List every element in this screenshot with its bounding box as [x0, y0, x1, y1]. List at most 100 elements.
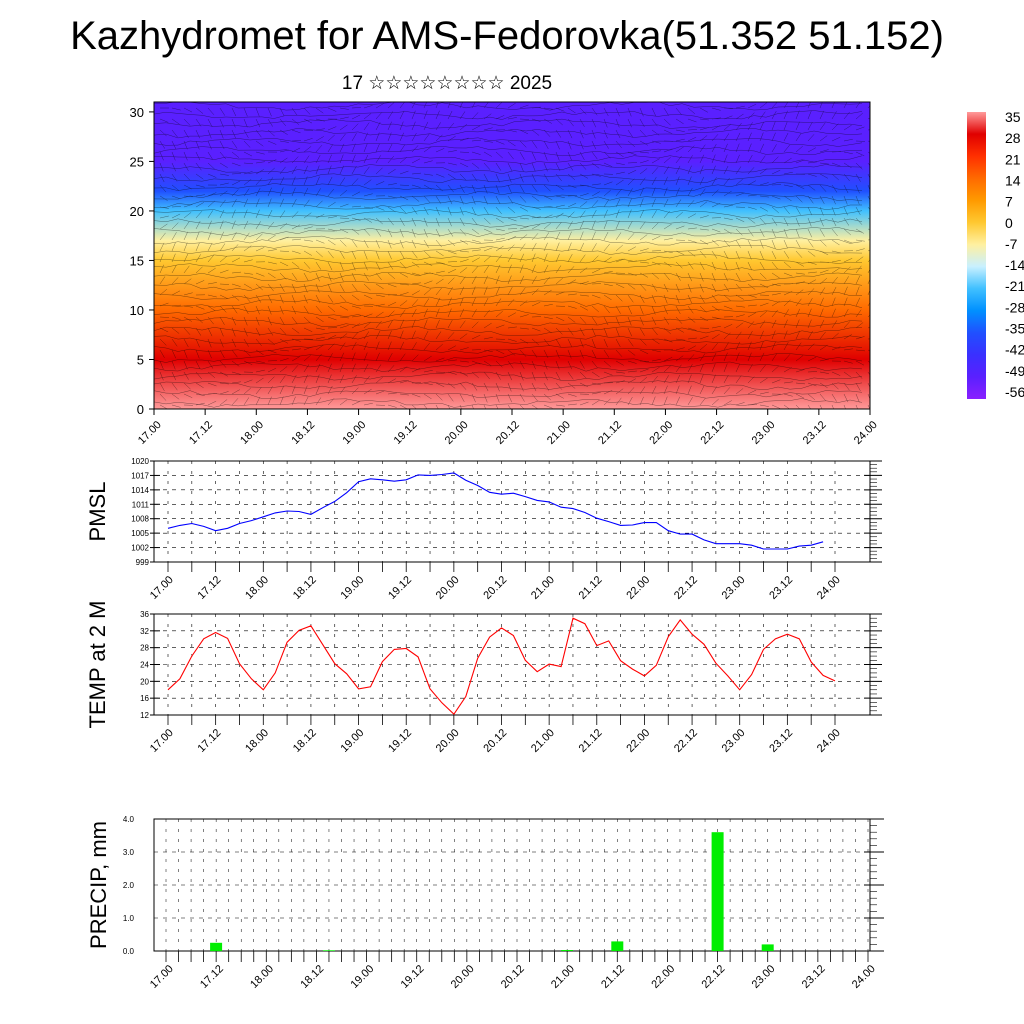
colorbar-label: -28: [1005, 299, 1024, 315]
wind-barb: [675, 129, 685, 132]
wind-barb: [855, 151, 865, 157]
wind-barb: [375, 143, 380, 153]
wind-barb: [375, 112, 383, 120]
wind-barb: [423, 146, 432, 153]
wind-barb: [327, 126, 337, 131]
wind-barb: [867, 117, 870, 120]
x-tick-label: 21.00: [549, 963, 577, 991]
wind-barb: [471, 371, 479, 379]
wind-barb: [867, 349, 870, 351]
wind-barb: [195, 231, 200, 241]
wind-barb: [675, 327, 684, 333]
wind-barb: [735, 294, 744, 300]
wind-barb: [363, 143, 368, 153]
wind-barb: [843, 206, 848, 216]
wind-barb: [639, 386, 646, 395]
wind-barb: [579, 305, 589, 311]
wind-barb: [459, 333, 468, 340]
wind-barb: [303, 155, 310, 164]
wind-barb: [543, 129, 551, 137]
wind-barb: [819, 382, 828, 388]
wind-barb: [351, 250, 357, 260]
y-tick-label: 0.0: [123, 947, 135, 956]
wind-barb: [663, 107, 669, 116]
wind-barb: [267, 305, 272, 315]
wind-barb: [759, 217, 767, 225]
wind-barb: [519, 243, 526, 252]
wind-barb: [771, 132, 776, 142]
wind-barb: [519, 206, 529, 212]
wind-barb: [459, 360, 469, 363]
wind-barb: [819, 297, 824, 307]
wind-barb: [723, 228, 732, 235]
wind-barb: [195, 254, 201, 263]
wind-barb: [435, 173, 445, 178]
wind-barb: [207, 349, 212, 359]
wind-barb: [711, 305, 720, 312]
x-tick-label: 23.00: [720, 727, 748, 755]
wind-barb: [315, 118, 325, 122]
wind-barb: [603, 151, 611, 159]
wind-barb: [327, 202, 336, 208]
wind-barb: [375, 239, 380, 249]
wind-barb: [459, 393, 465, 403]
x-tick-label: 21.00: [529, 727, 557, 755]
wind-barb: [543, 404, 553, 409]
wind-barb: [723, 305, 733, 310]
wind-barb: [447, 345, 457, 351]
wind-barb: [543, 118, 552, 124]
wind-barb: [459, 137, 469, 142]
wind-barb: [159, 289, 168, 296]
streamline: [154, 209, 863, 219]
wind-barb: [711, 189, 719, 197]
wind-barb: [291, 156, 299, 164]
wind-barb: [363, 228, 371, 236]
wind-barb: [291, 365, 299, 373]
wind-barb: [831, 184, 838, 193]
wind-barb: [639, 151, 649, 154]
wind-barb: [807, 393, 816, 400]
wind-barb: [495, 324, 505, 329]
wind-barb: [423, 184, 432, 190]
wind-barb: [783, 217, 789, 227]
wind-barb: [207, 254, 214, 263]
wind-barb: [363, 132, 368, 142]
wind-barb: [759, 261, 765, 270]
wind-barb: [855, 371, 863, 379]
wind-barb: [531, 151, 537, 161]
wind-barb: [843, 276, 849, 285]
colorbar-ramp: [967, 112, 986, 399]
wind-barb: [543, 195, 553, 200]
wind-barb: [231, 316, 237, 326]
wind-barb: [195, 129, 200, 139]
wind-barb: [735, 375, 742, 384]
wind-barb: [783, 291, 793, 296]
wind-barb: [663, 294, 668, 304]
wind-barb: [495, 349, 505, 355]
wind-barb: [507, 140, 516, 147]
wind-barb: [483, 228, 493, 233]
wind-barb: [591, 327, 596, 337]
wind-barb: [279, 338, 289, 344]
wind-barb: [867, 140, 870, 142]
wind-barb: [471, 382, 478, 391]
wind-barb: [291, 198, 297, 208]
wind-barb: [543, 162, 548, 172]
wind-barb: [831, 250, 841, 254]
wind-barb: [207, 294, 217, 298]
wind-barb: [231, 107, 237, 117]
wind-barb: [855, 195, 860, 205]
wind-barb: [255, 369, 265, 373]
wind-barb: [867, 371, 870, 376]
streamline: [154, 127, 863, 139]
y-tick-label: 25: [130, 154, 144, 169]
wind-barb: [531, 327, 541, 332]
wind-barb: [411, 404, 417, 409]
wind-barb: [363, 113, 372, 120]
wind-barb: [831, 102, 835, 109]
wind-barb: [831, 206, 836, 216]
wind-barb: [543, 184, 551, 192]
wind-barb: [831, 173, 839, 181]
wind-barb: [663, 338, 673, 343]
wind-barb: [531, 393, 538, 402]
